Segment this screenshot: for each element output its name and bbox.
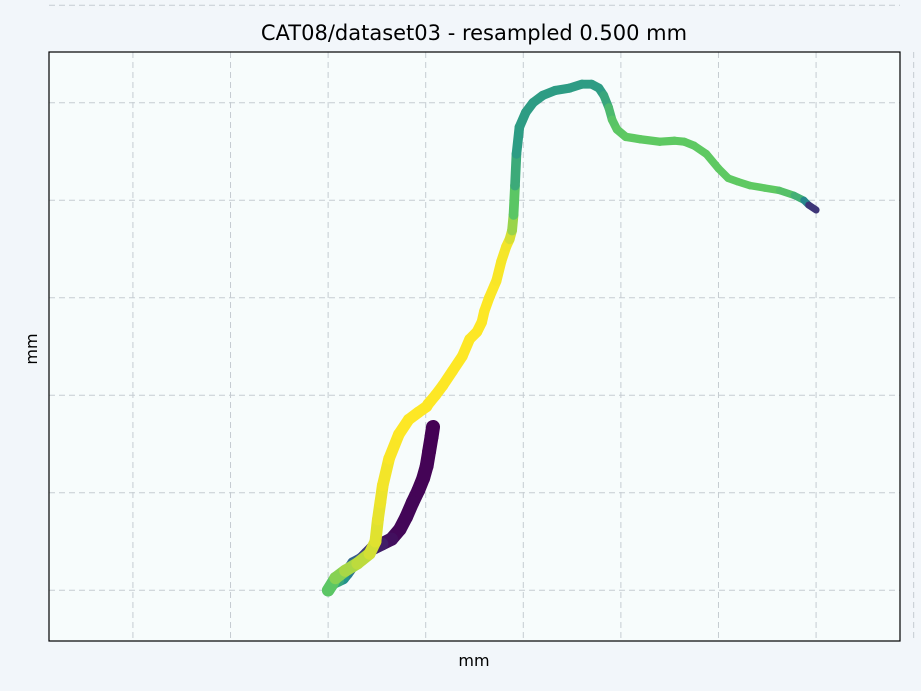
centerline-segment: [805, 201, 820, 214]
plot-frame: [48, 51, 901, 642]
centerline-segment: [510, 149, 522, 191]
y-axis-label: mm: [22, 333, 41, 364]
vessel-centerline: [321, 79, 820, 597]
gridlines: [49, 4, 915, 641]
chart-title: CAT08/dataset03 - resampled 0.500 mm: [261, 21, 687, 45]
plot-background: [49, 52, 900, 641]
x-axis-label: mm: [458, 651, 489, 670]
centerline-segment: [508, 180, 520, 220]
